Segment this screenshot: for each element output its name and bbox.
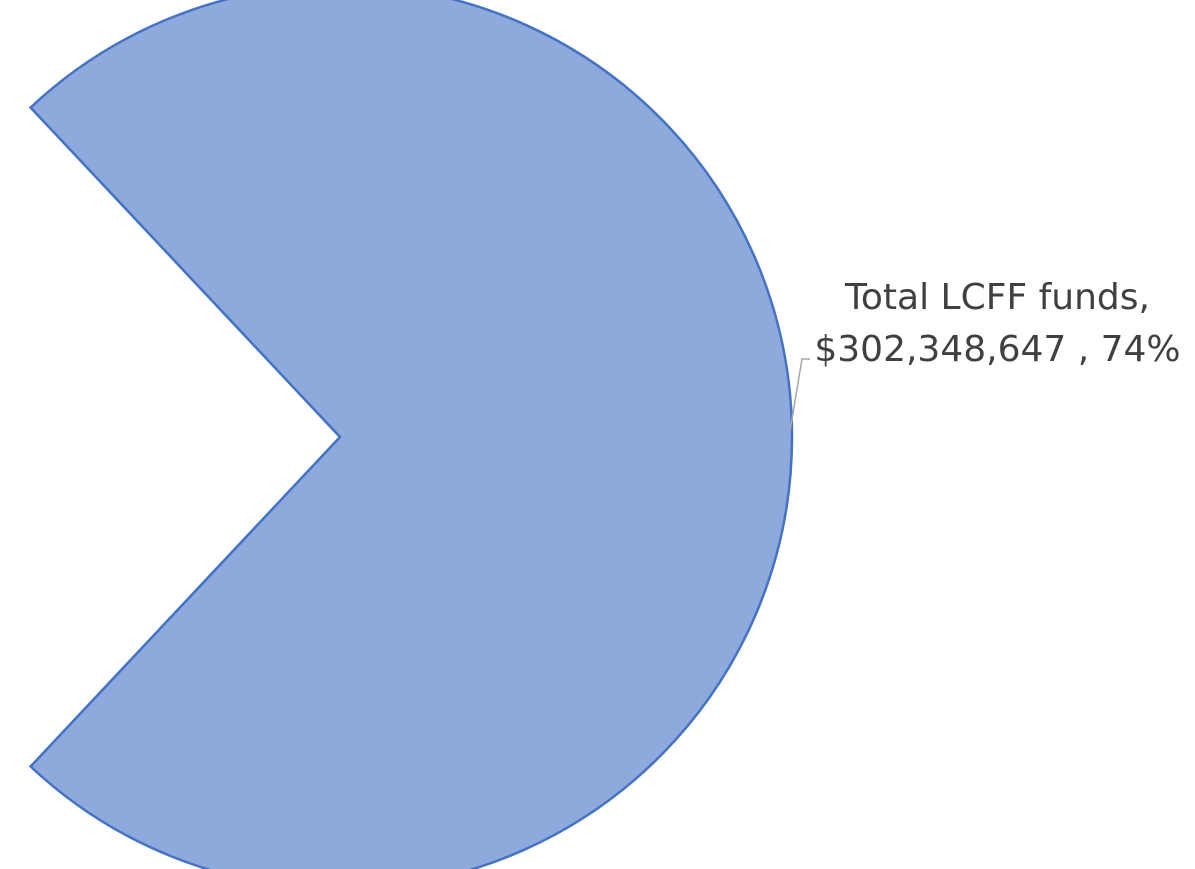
pie-slice-total-lcff-funds[interactable] — [28, 0, 794, 869]
data-label-category: Total LCFF funds, — [845, 277, 1150, 318]
data-label-total-lcff-funds: Total LCFF funds, $302,348,647 , 74% — [800, 272, 1195, 376]
data-label-value-percent: $302,348,647 , 74% — [814, 329, 1181, 370]
data-label-leader-line — [789, 358, 810, 432]
